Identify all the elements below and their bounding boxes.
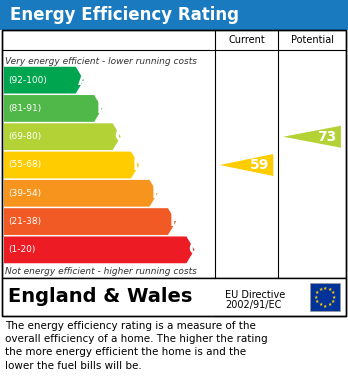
- Polygon shape: [4, 95, 102, 122]
- Text: Current: Current: [228, 35, 265, 45]
- Text: Not energy efficient - higher running costs: Not energy efficient - higher running co…: [5, 267, 197, 276]
- Text: ★: ★: [315, 299, 319, 304]
- Text: ★: ★: [327, 287, 332, 292]
- Text: ★: ★: [323, 285, 327, 291]
- Text: 2002/91/EC: 2002/91/EC: [225, 300, 282, 310]
- Text: ★: ★: [323, 303, 327, 308]
- Text: ★: ★: [332, 294, 336, 300]
- Text: Potential: Potential: [291, 35, 333, 45]
- Text: (55-68): (55-68): [8, 160, 41, 170]
- Polygon shape: [4, 180, 158, 207]
- Text: Energy Efficiency Rating: Energy Efficiency Rating: [10, 6, 239, 24]
- Bar: [0, 0, 348, 30]
- Bar: [2, 30, 346, 316]
- Text: ★: ★: [318, 302, 323, 307]
- Text: (39-54): (39-54): [8, 189, 41, 198]
- Bar: [2, 30, 346, 278]
- Text: ★: ★: [318, 287, 323, 292]
- Text: 73: 73: [317, 130, 336, 144]
- Text: C: C: [114, 129, 126, 144]
- Polygon shape: [4, 67, 84, 93]
- Text: ★: ★: [327, 302, 332, 307]
- Polygon shape: [4, 237, 195, 263]
- Polygon shape: [283, 126, 341, 148]
- Text: B: B: [96, 101, 108, 116]
- Text: (81-91): (81-91): [8, 104, 41, 113]
- Text: (92-100): (92-100): [8, 75, 47, 84]
- Text: ★: ★: [331, 299, 335, 304]
- Text: F: F: [170, 214, 180, 229]
- Polygon shape: [4, 123, 121, 150]
- Text: (1-20): (1-20): [8, 246, 35, 255]
- Polygon shape: [4, 152, 139, 178]
- Text: Very energy efficient - lower running costs: Very energy efficient - lower running co…: [5, 57, 197, 66]
- Text: ★: ★: [315, 290, 319, 295]
- Text: E: E: [151, 186, 162, 201]
- Text: EU Directive: EU Directive: [225, 290, 285, 300]
- Text: A: A: [78, 73, 89, 88]
- Text: The energy efficiency rating is a measure of the
overall efficiency of a home. T: The energy efficiency rating is a measur…: [5, 321, 268, 371]
- Polygon shape: [220, 154, 273, 176]
- Text: G: G: [189, 242, 201, 257]
- Text: (69-80): (69-80): [8, 132, 41, 141]
- Text: 59: 59: [250, 158, 270, 172]
- Text: D: D: [133, 158, 146, 172]
- Text: ★: ★: [314, 294, 318, 300]
- Bar: [2, 278, 346, 316]
- Text: (21-38): (21-38): [8, 217, 41, 226]
- Polygon shape: [4, 208, 176, 235]
- Text: ★: ★: [331, 290, 335, 295]
- Bar: [310, 283, 340, 311]
- Text: England & Wales: England & Wales: [8, 287, 192, 307]
